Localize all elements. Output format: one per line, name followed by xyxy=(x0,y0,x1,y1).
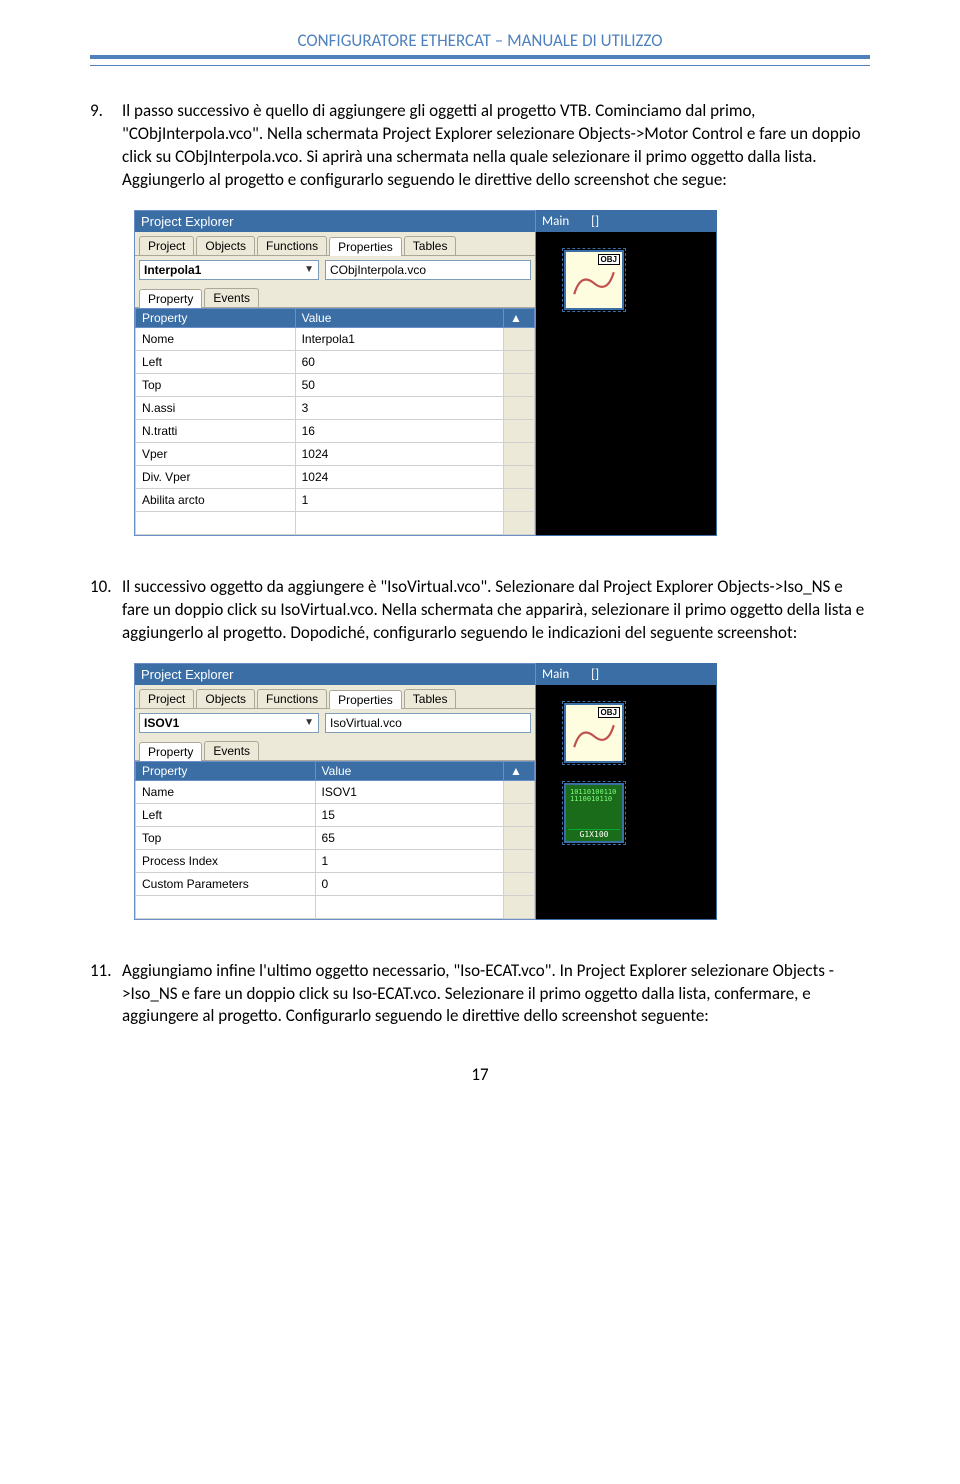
curve-icon xyxy=(572,723,616,749)
object-combo[interactable]: Interpola1 ▼ xyxy=(139,260,319,280)
table-row: Div. Vper1024 xyxy=(136,465,535,488)
property-table: Property Value ▲ NomeInterpola1 Left60 T… xyxy=(135,308,535,535)
document-title: CONFIGURATORE ETHERCAT – MANUALE DI UTIL… xyxy=(90,30,870,55)
project-explorer-panel: Project Explorer Project Objects Functio… xyxy=(134,663,536,920)
tab-objects[interactable]: Objects xyxy=(196,236,255,255)
step-11-number: 11. xyxy=(90,960,122,1029)
canvas-header: Main [] xyxy=(536,211,716,232)
canvas-header: Main [] xyxy=(536,664,716,685)
screenshot-2: Project Explorer Project Objects Functio… xyxy=(134,663,870,920)
obj-badge: OBJ xyxy=(598,254,620,265)
scroll-up-icon[interactable]: ▲ xyxy=(504,308,535,327)
table-row: Abilita arcto1 xyxy=(136,488,535,511)
table-row xyxy=(136,511,535,534)
main-tab-row: Project Objects Functions Properties Tab… xyxy=(135,232,535,256)
subtab-events[interactable]: Events xyxy=(204,288,259,307)
canvas-brackets: [] xyxy=(591,214,599,229)
chevron-down-icon: ▼ xyxy=(304,717,314,728)
table-row: Left15 xyxy=(136,803,535,826)
screenshot-1: Project Explorer Project Objects Functio… xyxy=(134,210,870,536)
object-combo-value: Interpola1 xyxy=(144,263,201,277)
header-rule-thin xyxy=(90,65,870,66)
canvas-brackets: [] xyxy=(591,667,599,682)
canvas-panel: Main [] OBJ xyxy=(536,210,717,536)
table-row: NameISOV1 xyxy=(136,780,535,803)
object-selector-row: Interpola1 ▼ CObjInterpola.vco xyxy=(135,256,535,284)
step-10-number: 10. xyxy=(90,576,122,645)
step-10: 10. Il successivo oggetto da aggiungere … xyxy=(90,576,870,645)
obj-interpola-icon[interactable]: OBJ xyxy=(564,703,624,763)
table-header-row: Property Value ▲ xyxy=(136,308,535,327)
step-10-text: Il successivo oggetto da aggiungere è "I… xyxy=(122,576,870,645)
object-combo-value: ISOV1 xyxy=(144,716,179,730)
sub-tab-row: Property Events xyxy=(135,737,535,761)
binary-bits-icon: 101101001101110010110 xyxy=(570,789,618,803)
tab-project[interactable]: Project xyxy=(139,689,194,708)
subtab-property[interactable]: Property xyxy=(139,742,202,761)
tab-properties[interactable]: Properties xyxy=(329,237,402,256)
scroll-up-icon[interactable]: ▲ xyxy=(504,761,535,780)
table-row: N.tratti16 xyxy=(136,419,535,442)
table-row: Top65 xyxy=(136,826,535,849)
tab-properties[interactable]: Properties xyxy=(329,690,402,709)
table-header-row: Property Value ▲ xyxy=(136,761,535,780)
obj-interpola-icon[interactable]: OBJ xyxy=(564,250,624,310)
document-header: CONFIGURATORE ETHERCAT – MANUALE DI UTIL… xyxy=(90,30,870,66)
canvas-area[interactable]: OBJ 101101001101110010110 G1X100 xyxy=(536,685,716,843)
table-row: Process Index1 xyxy=(136,849,535,872)
tab-tables[interactable]: Tables xyxy=(404,236,457,255)
page-number: 17 xyxy=(90,1064,870,1085)
table-row: Custom Parameters0 xyxy=(136,872,535,895)
obj-badge: OBJ xyxy=(598,707,620,718)
header-rule-thick xyxy=(90,55,870,59)
main-tab-row: Project Objects Functions Properties Tab… xyxy=(135,685,535,709)
object-selector-row: ISOV1 ▼ IsoVirtual.vco xyxy=(135,709,535,737)
step-11-text: Aggiungiamo infine l'ultimo oggetto nece… xyxy=(122,960,870,1029)
table-row: Top50 xyxy=(136,373,535,396)
col-property: Property xyxy=(136,761,316,780)
col-value: Value xyxy=(295,308,503,327)
table-row xyxy=(136,895,535,918)
table-row: N.assi3 xyxy=(136,396,535,419)
canvas-title: Main xyxy=(542,667,569,682)
canvas-panel: Main [] OBJ 101101001101110010110 G1X100 xyxy=(536,663,717,920)
tab-objects[interactable]: Objects xyxy=(196,689,255,708)
iso-code-label: G1X100 xyxy=(568,829,620,839)
object-file-field: IsoVirtual.vco xyxy=(325,713,531,733)
step-11: 11. Aggiungiamo infine l'ultimo oggetto … xyxy=(90,960,870,1029)
project-explorer-panel: Project Explorer Project Objects Functio… xyxy=(134,210,536,536)
object-file-field: CObjInterpola.vco xyxy=(325,260,531,280)
obj-isov-icon[interactable]: 101101001101110010110 G1X100 xyxy=(564,783,624,843)
tab-functions[interactable]: Functions xyxy=(257,689,327,708)
step-9-number: 9. xyxy=(90,100,122,192)
curve-icon xyxy=(572,270,616,296)
canvas-title: Main xyxy=(542,214,569,229)
canvas-area[interactable]: OBJ xyxy=(536,232,716,310)
step-9: 9. Il passo successivo è quello di aggiu… xyxy=(90,100,870,192)
subtab-property[interactable]: Property xyxy=(139,289,202,308)
step-9-text: Il passo successivo è quello di aggiunge… xyxy=(122,100,870,192)
panel-title: Project Explorer xyxy=(135,211,535,232)
panel-title: Project Explorer xyxy=(135,664,535,685)
col-value: Value xyxy=(315,761,503,780)
tab-project[interactable]: Project xyxy=(139,236,194,255)
tab-tables[interactable]: Tables xyxy=(404,689,457,708)
tab-functions[interactable]: Functions xyxy=(257,236,327,255)
table-row: NomeInterpola1 xyxy=(136,327,535,350)
object-combo[interactable]: ISOV1 ▼ xyxy=(139,713,319,733)
property-table: Property Value ▲ NameISOV1 Left15 Top65 … xyxy=(135,761,535,919)
sub-tab-row: Property Events xyxy=(135,284,535,308)
chevron-down-icon: ▼ xyxy=(304,264,314,275)
col-property: Property xyxy=(136,308,296,327)
table-row: Left60 xyxy=(136,350,535,373)
table-row: Vper1024 xyxy=(136,442,535,465)
subtab-events[interactable]: Events xyxy=(204,741,259,760)
